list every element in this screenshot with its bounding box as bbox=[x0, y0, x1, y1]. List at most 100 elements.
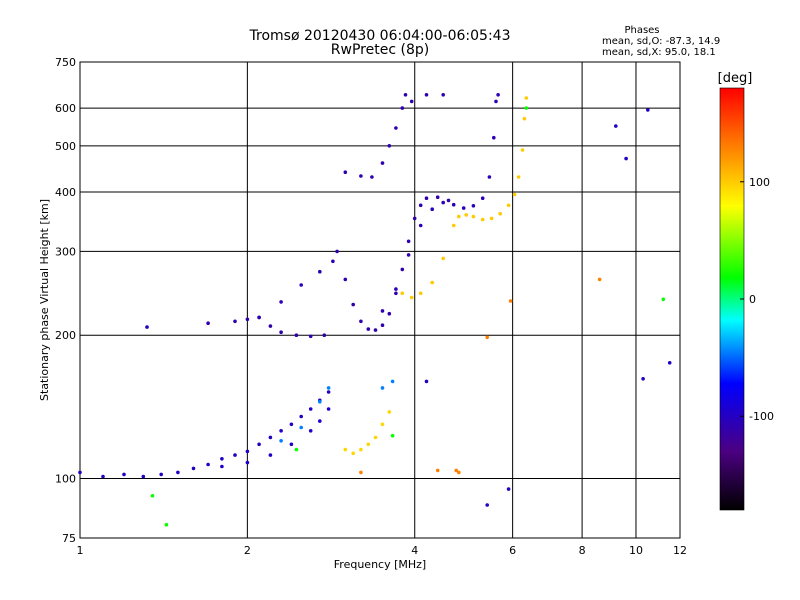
data-point bbox=[506, 487, 511, 491]
data-point bbox=[176, 470, 180, 475]
x-tick-label: 6 bbox=[509, 544, 516, 557]
x-tick-label: 4 bbox=[411, 544, 418, 557]
data-point bbox=[257, 442, 261, 447]
data-point bbox=[489, 216, 494, 221]
y-tick-label: 400 bbox=[55, 186, 76, 199]
grid-lines bbox=[80, 62, 680, 538]
data-point bbox=[597, 277, 602, 282]
data-point bbox=[390, 433, 395, 438]
chart-subtitle: RwPretec (8p) bbox=[331, 42, 429, 58]
y-tick-label: 750 bbox=[55, 56, 76, 69]
data-point bbox=[308, 334, 313, 339]
data-point bbox=[451, 223, 456, 228]
data-point bbox=[318, 419, 322, 423]
data-point bbox=[78, 470, 82, 475]
data-point bbox=[145, 325, 149, 329]
data-point bbox=[661, 297, 666, 302]
data-point bbox=[220, 464, 224, 469]
data-point bbox=[373, 328, 378, 332]
data-point bbox=[387, 410, 392, 414]
data-point bbox=[430, 280, 435, 285]
data-point bbox=[435, 468, 440, 473]
data-point bbox=[335, 249, 339, 254]
data-point bbox=[343, 447, 348, 452]
data-point bbox=[279, 439, 283, 443]
data-point bbox=[492, 135, 496, 140]
plot-frame bbox=[79, 61, 681, 539]
data-point bbox=[159, 472, 163, 477]
data-point bbox=[351, 302, 356, 307]
data-point bbox=[294, 447, 299, 452]
data-point bbox=[412, 216, 417, 221]
data-point bbox=[299, 283, 304, 287]
data-point bbox=[641, 377, 645, 381]
data-point bbox=[524, 96, 529, 100]
data-point bbox=[614, 124, 618, 128]
data-point bbox=[206, 321, 210, 326]
data-point bbox=[403, 93, 408, 97]
data-point bbox=[461, 206, 466, 210]
data-point bbox=[646, 108, 650, 112]
x-axis-ticks: 1 2 4 6 8 10 12 bbox=[77, 544, 688, 557]
data-point bbox=[359, 470, 363, 475]
stats-line-o: mean, sd,O: -87.3, 14.9 bbox=[602, 36, 720, 47]
data-point bbox=[424, 196, 429, 200]
data-point bbox=[430, 207, 435, 211]
data-point bbox=[624, 156, 628, 161]
y-tick-label: 300 bbox=[55, 245, 76, 258]
data-point bbox=[308, 429, 313, 433]
data-point bbox=[289, 442, 294, 447]
data-point bbox=[279, 429, 283, 433]
data-point bbox=[370, 175, 374, 179]
data-point bbox=[516, 175, 521, 179]
data-point bbox=[506, 203, 511, 208]
stats-heading: Phases bbox=[624, 25, 659, 36]
y-tick-label: 600 bbox=[55, 102, 76, 115]
data-point bbox=[359, 447, 363, 452]
x-tick-label: 10 bbox=[629, 544, 643, 557]
data-point bbox=[387, 144, 392, 148]
data-point bbox=[480, 217, 485, 222]
stats-line-x: mean, sd,X: 95.0, 18.1 bbox=[602, 47, 716, 58]
data-point bbox=[233, 319, 237, 324]
data-point bbox=[457, 214, 461, 219]
data-point bbox=[380, 309, 385, 313]
data-point bbox=[331, 259, 335, 264]
data-point bbox=[351, 451, 356, 456]
data-point bbox=[522, 116, 527, 121]
data-point bbox=[494, 99, 498, 104]
data-point bbox=[257, 315, 261, 320]
data-point bbox=[485, 335, 490, 340]
data-point bbox=[359, 319, 363, 324]
data-point bbox=[480, 196, 485, 200]
colorbar-ticks: 100 0 -100 bbox=[740, 176, 774, 423]
data-point bbox=[435, 195, 440, 199]
data-point bbox=[268, 453, 273, 457]
data-point bbox=[387, 311, 392, 316]
data-point bbox=[220, 457, 224, 461]
data-point bbox=[667, 361, 672, 365]
data-point bbox=[322, 333, 327, 338]
data-point bbox=[268, 435, 273, 440]
x-tick-label: 2 bbox=[244, 544, 251, 557]
data-point bbox=[233, 453, 237, 457]
data-point bbox=[524, 106, 529, 110]
y-tick-label: 500 bbox=[55, 140, 76, 153]
data-point bbox=[366, 442, 371, 447]
data-point bbox=[326, 386, 331, 390]
data-point bbox=[245, 460, 250, 465]
data-point bbox=[359, 174, 363, 178]
data-point bbox=[400, 291, 405, 296]
colorbar-label: [deg] bbox=[718, 71, 753, 86]
data-point bbox=[394, 126, 398, 130]
colorbar-tick-label: 100 bbox=[749, 176, 770, 189]
x-tick-label: 1 bbox=[77, 544, 84, 557]
data-point bbox=[318, 269, 322, 274]
data-point bbox=[471, 214, 476, 219]
data-point bbox=[299, 414, 304, 419]
data-point bbox=[206, 462, 210, 467]
data-point bbox=[245, 317, 250, 322]
data-point bbox=[318, 399, 322, 404]
y-tick-label: 100 bbox=[55, 473, 76, 486]
